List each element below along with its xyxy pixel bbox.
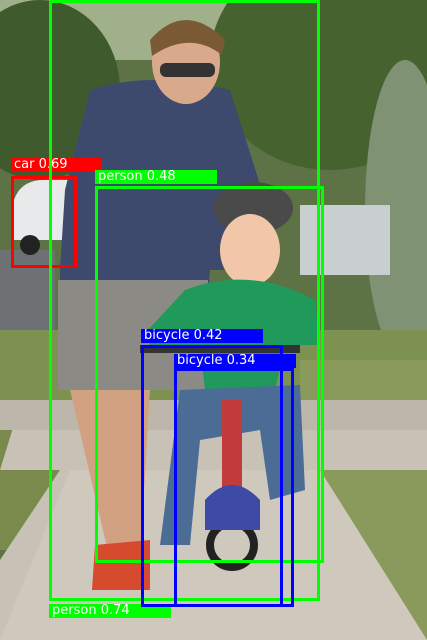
detection-box-person-child: [95, 186, 324, 563]
detection-label-bicycle-2: bicycle 0.34: [174, 354, 296, 368]
detection-label-car: car 0.69: [11, 158, 101, 172]
detection-box-car: [11, 176, 77, 268]
detection-label-person-child: person 0.48: [95, 170, 217, 184]
detection-box-bicycle-2: [174, 368, 294, 607]
detection-label-bicycle-1: bicycle 0.42: [141, 329, 263, 343]
detection-label-person-adult: person 0.74: [49, 604, 171, 618]
detection-box-person-adult: [49, 0, 320, 601]
